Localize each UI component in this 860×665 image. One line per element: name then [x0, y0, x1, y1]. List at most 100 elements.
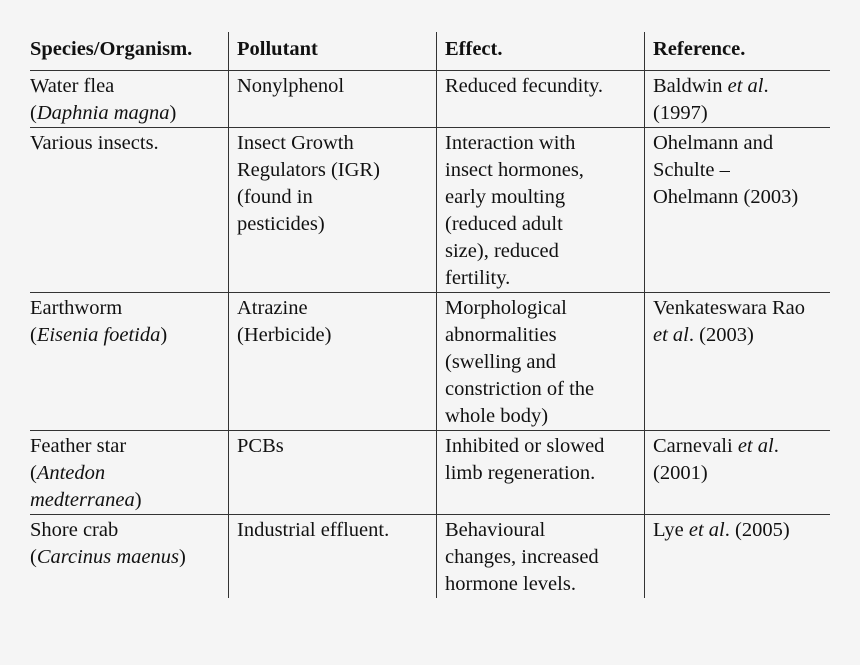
reference-line: Baldwin et al.: [653, 73, 830, 100]
pollutant-line: (found in: [237, 186, 313, 208]
species-line: Feather star: [30, 433, 222, 460]
effect-line: Interaction with: [445, 132, 576, 154]
pollutant-line: pesticides): [237, 213, 325, 235]
text-segment: Ohelmann (2003): [653, 186, 799, 208]
text-segment: (2001): [653, 462, 708, 484]
cell-species: Earthworm (Eisenia foetida): [30, 293, 228, 430]
italic-text: et al: [737, 435, 774, 457]
effect-line: fertility.: [445, 267, 511, 289]
pollutant-line: Industrial effluent.: [237, 519, 390, 541]
text-segment: . (2005): [724, 519, 790, 541]
pollutant-line: Atrazine: [237, 297, 308, 319]
table-row: Feather star (Antedon medterranea) PCBs Inhi…: [30, 431, 830, 515]
effect-line: hormone levels.: [445, 573, 576, 595]
pollutant-line: Insect Growth: [237, 132, 354, 154]
cell-reference: Baldwin et al. (1997): [644, 71, 830, 127]
text-segment: Lye: [653, 519, 689, 541]
species-line: (Carcinus maenus): [30, 544, 222, 571]
species-line: Earthworm: [30, 295, 222, 322]
text-segment: Water flea: [30, 75, 115, 97]
reference-line: (2001): [653, 460, 830, 487]
reference-line: Carnevali et al.: [653, 433, 830, 460]
cell-reference: Carnevali et al. (2001): [644, 431, 830, 514]
text-segment: ): [179, 546, 186, 568]
effect-line: Morphological: [445, 297, 567, 319]
cell-reference: Lye et al. (2005): [644, 515, 830, 598]
pollutant-line: Nonylphenol: [237, 75, 345, 97]
italic-text: Carcinus maenus: [36, 546, 179, 568]
header-reference: Reference.: [644, 32, 830, 70]
text-segment: Earthworm: [30, 297, 123, 319]
cell-effect: Inhibited or slowed limb regeneration.: [436, 431, 644, 514]
text-segment: Baldwin: [653, 75, 728, 97]
reference-line: Venkateswara Rao: [653, 295, 830, 322]
effect-line: limb regeneration.: [445, 462, 596, 484]
cell-species: Shore crab (Carcinus maenus): [30, 515, 228, 598]
italic-text: Daphnia magna: [36, 102, 170, 124]
pollutant-line: PCBs: [237, 435, 284, 457]
text-segment: ): [134, 489, 142, 511]
text-segment: (: [30, 462, 37, 484]
species-line: Various insects.: [30, 130, 222, 157]
pollutant-line: Regulators (IGR): [237, 159, 380, 181]
text-segment: Shore crab: [30, 519, 119, 541]
reference-line: et al. (2003): [653, 322, 830, 349]
effect-line: Reduced fecundity.: [445, 75, 604, 97]
cell-effect: Reduced fecundity.: [436, 71, 644, 127]
table-row: Water flea (Daphnia magna) Nonylphenol Redu…: [30, 71, 830, 128]
effect-line: early moulting: [445, 186, 566, 208]
effect-line: Inhibited or slowed: [445, 435, 605, 457]
table-row: Earthworm (Eisenia foetida) Atrazine (Herbi…: [30, 293, 830, 431]
effect-line: abnormalities: [445, 324, 557, 346]
text-segment: Feather star: [30, 435, 127, 457]
species-line: Shore crab: [30, 517, 222, 544]
table-row: Shore crab (Carcinus maenus) Industrial ef…: [30, 515, 830, 598]
text-segment: .: [773, 435, 779, 457]
cell-reference: Ohelmann and Schulte – Ohelmann (2003): [644, 128, 830, 292]
text-segment: ): [169, 102, 177, 124]
effect-line: whole body): [445, 405, 549, 427]
pollutant-line: (Herbicide): [237, 324, 332, 346]
text-segment: Schulte –: [653, 159, 730, 181]
effect-line: (reduced adult: [445, 213, 563, 235]
cell-pollutant: Insect Growth Regulators (IGR) (found in pe…: [228, 128, 436, 292]
reference-line: Schulte –: [653, 157, 830, 184]
text-segment: .: [763, 75, 769, 97]
species-line: (Daphnia magna): [30, 100, 222, 127]
reference-line: Ohelmann (2003): [653, 184, 830, 211]
text-segment: . (2003): [688, 324, 754, 346]
reference-line: Ohelmann and: [653, 130, 830, 157]
cell-pollutant: Nonylphenol: [228, 71, 436, 127]
species-line: Water flea: [30, 73, 222, 100]
table-header-row: Species/Organism. Pollutant Effect. Refe…: [30, 32, 830, 71]
reference-line: Lye et al. (2005): [653, 517, 830, 544]
species-line: (Antedon: [30, 460, 222, 487]
species-line: medterranea): [30, 487, 222, 514]
effect-line: insect hormones,: [445, 159, 584, 181]
effect-line: changes, increased: [445, 546, 599, 568]
text-segment: Various insects.: [30, 132, 159, 154]
species-pollutant-table: Species/Organism. Pollutant Effect. Refe…: [30, 32, 830, 598]
cell-species: Feather star (Antedon medterranea): [30, 431, 228, 514]
cell-effect: Interaction with insect hormones, early mo…: [436, 128, 644, 292]
effect-line: constriction of the: [445, 378, 595, 400]
text-segment: Venkateswara Rao: [653, 297, 805, 319]
text-segment: (: [30, 324, 37, 346]
text-segment: (1997): [653, 102, 708, 124]
text-segment: Carnevali: [653, 435, 738, 457]
italic-text: et al: [653, 324, 689, 346]
cell-pollutant: Industrial effluent.: [228, 515, 436, 598]
text-segment: Ohelmann and: [653, 132, 774, 154]
italic-text: et al: [727, 75, 764, 97]
header-pollutant: Pollutant: [228, 32, 436, 70]
cell-effect: Behavioural changes, increased hormone lev…: [436, 515, 644, 598]
effect-line: size), reduced: [445, 240, 559, 262]
cell-effect: Morphological abnormalities (swelling and c…: [436, 293, 644, 430]
italic-text: et al: [688, 519, 725, 541]
text-segment: (: [30, 102, 37, 124]
cell-species: Water flea (Daphnia magna): [30, 71, 228, 127]
header-effect: Effect.: [436, 32, 644, 70]
effect-line: (swelling and: [445, 351, 557, 373]
table-body: Water flea (Daphnia magna) Nonylphenol Redu…: [30, 71, 830, 598]
reference-line: (1997): [653, 100, 830, 127]
